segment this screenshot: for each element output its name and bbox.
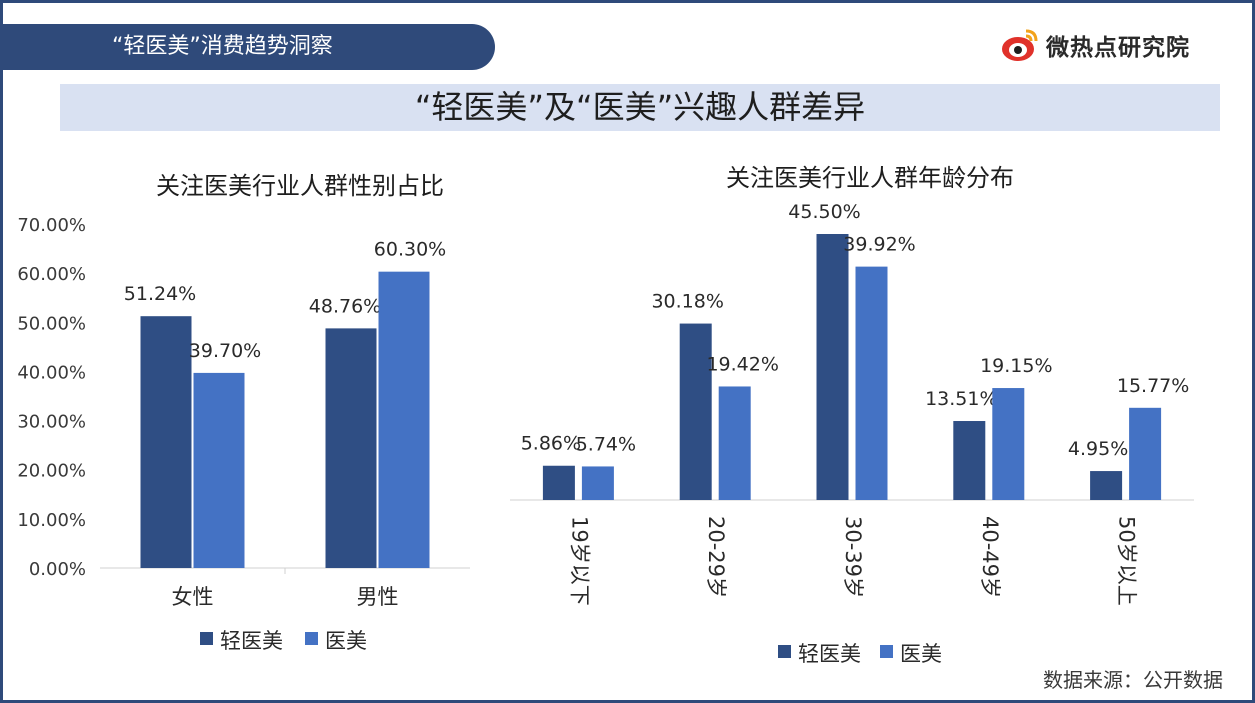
y-tick-label: 50.00%	[17, 313, 86, 334]
bar	[679, 323, 712, 500]
bar	[1129, 407, 1162, 500]
age-chart-title: 关注医美行业人群年龄分布	[726, 164, 1014, 192]
x-tick-label: 30-39岁	[841, 516, 865, 598]
legend-label: 医美	[325, 629, 367, 653]
data-label: 13.51%	[925, 388, 997, 410]
data-label: 60.30%	[374, 239, 446, 261]
bar	[855, 266, 888, 500]
x-tick-label: 19岁以下	[567, 516, 591, 606]
y-tick-label: 30.00%	[17, 412, 86, 433]
data-label: 48.76%	[309, 295, 381, 317]
y-tick-label: 20.00%	[17, 461, 86, 482]
bar	[542, 465, 575, 500]
x-tick-label: 20-29岁	[704, 516, 728, 598]
data-label: 39.70%	[189, 340, 261, 362]
data-label: 51.24%	[124, 283, 196, 305]
data-label: 5.74%	[576, 433, 636, 455]
legend-label: 医美	[900, 642, 942, 666]
bar	[581, 466, 614, 500]
brand-name: 微热点研究院	[1046, 35, 1190, 61]
bar	[953, 421, 986, 500]
x-tick-label: 50岁以上	[1115, 516, 1139, 606]
bar	[1090, 471, 1123, 500]
weibo-eye-icon	[1002, 29, 1038, 61]
x-tick-label: 女性	[172, 585, 214, 609]
y-tick-label: 70.00%	[17, 215, 86, 236]
bar	[378, 271, 430, 568]
page-title: “轻医美”及“医美”兴趣人群差异	[60, 84, 1220, 131]
legend-swatch	[778, 645, 791, 658]
bar	[816, 234, 849, 500]
legend-swatch	[305, 632, 318, 645]
age-chart: 5.86%5.74% 19岁以下 30.18% 19.42% 20-29岁 45.50% 3…	[510, 201, 1194, 666]
data-label: 15.77%	[1117, 375, 1189, 397]
legend-label: 轻医美	[798, 642, 861, 666]
data-label: 19.15%	[980, 355, 1052, 377]
x-tick-label: 男性	[357, 585, 399, 609]
legend-label: 轻医美	[220, 629, 283, 653]
y-tick-label: 10.00%	[17, 510, 86, 531]
y-tick-label: 60.00%	[17, 264, 86, 285]
y-tick-label: 0.00%	[29, 559, 86, 580]
x-tick-label: 40-49岁	[978, 516, 1002, 598]
bar	[325, 328, 377, 568]
legend-swatch	[880, 645, 893, 658]
gender-chart-title: 关注医美行业人群性别占比	[156, 172, 444, 200]
data-label: 19.42%	[706, 353, 778, 375]
bar	[718, 386, 751, 500]
data-label: 45.50%	[788, 201, 860, 223]
data-label: 5.86%	[521, 433, 581, 455]
bar	[992, 388, 1025, 500]
y-tick-label: 40.00%	[17, 362, 86, 383]
data-label: 39.92%	[843, 234, 915, 256]
source-note: 数据来源：公开数据	[1043, 668, 1223, 692]
section-tab: “轻医美”消费趋势洞察	[0, 24, 495, 70]
bar	[193, 372, 245, 568]
legend-swatch	[200, 632, 213, 645]
data-label: 4.95%	[1068, 438, 1128, 460]
data-label: 30.18%	[651, 291, 723, 313]
bar	[140, 316, 192, 568]
gender-chart: 0.00% 10.00% 20.00% 30.00% 40.00% 50.00% 60.00…	[17, 215, 470, 653]
brand-logo: 微热点研究院	[1000, 22, 1190, 68]
